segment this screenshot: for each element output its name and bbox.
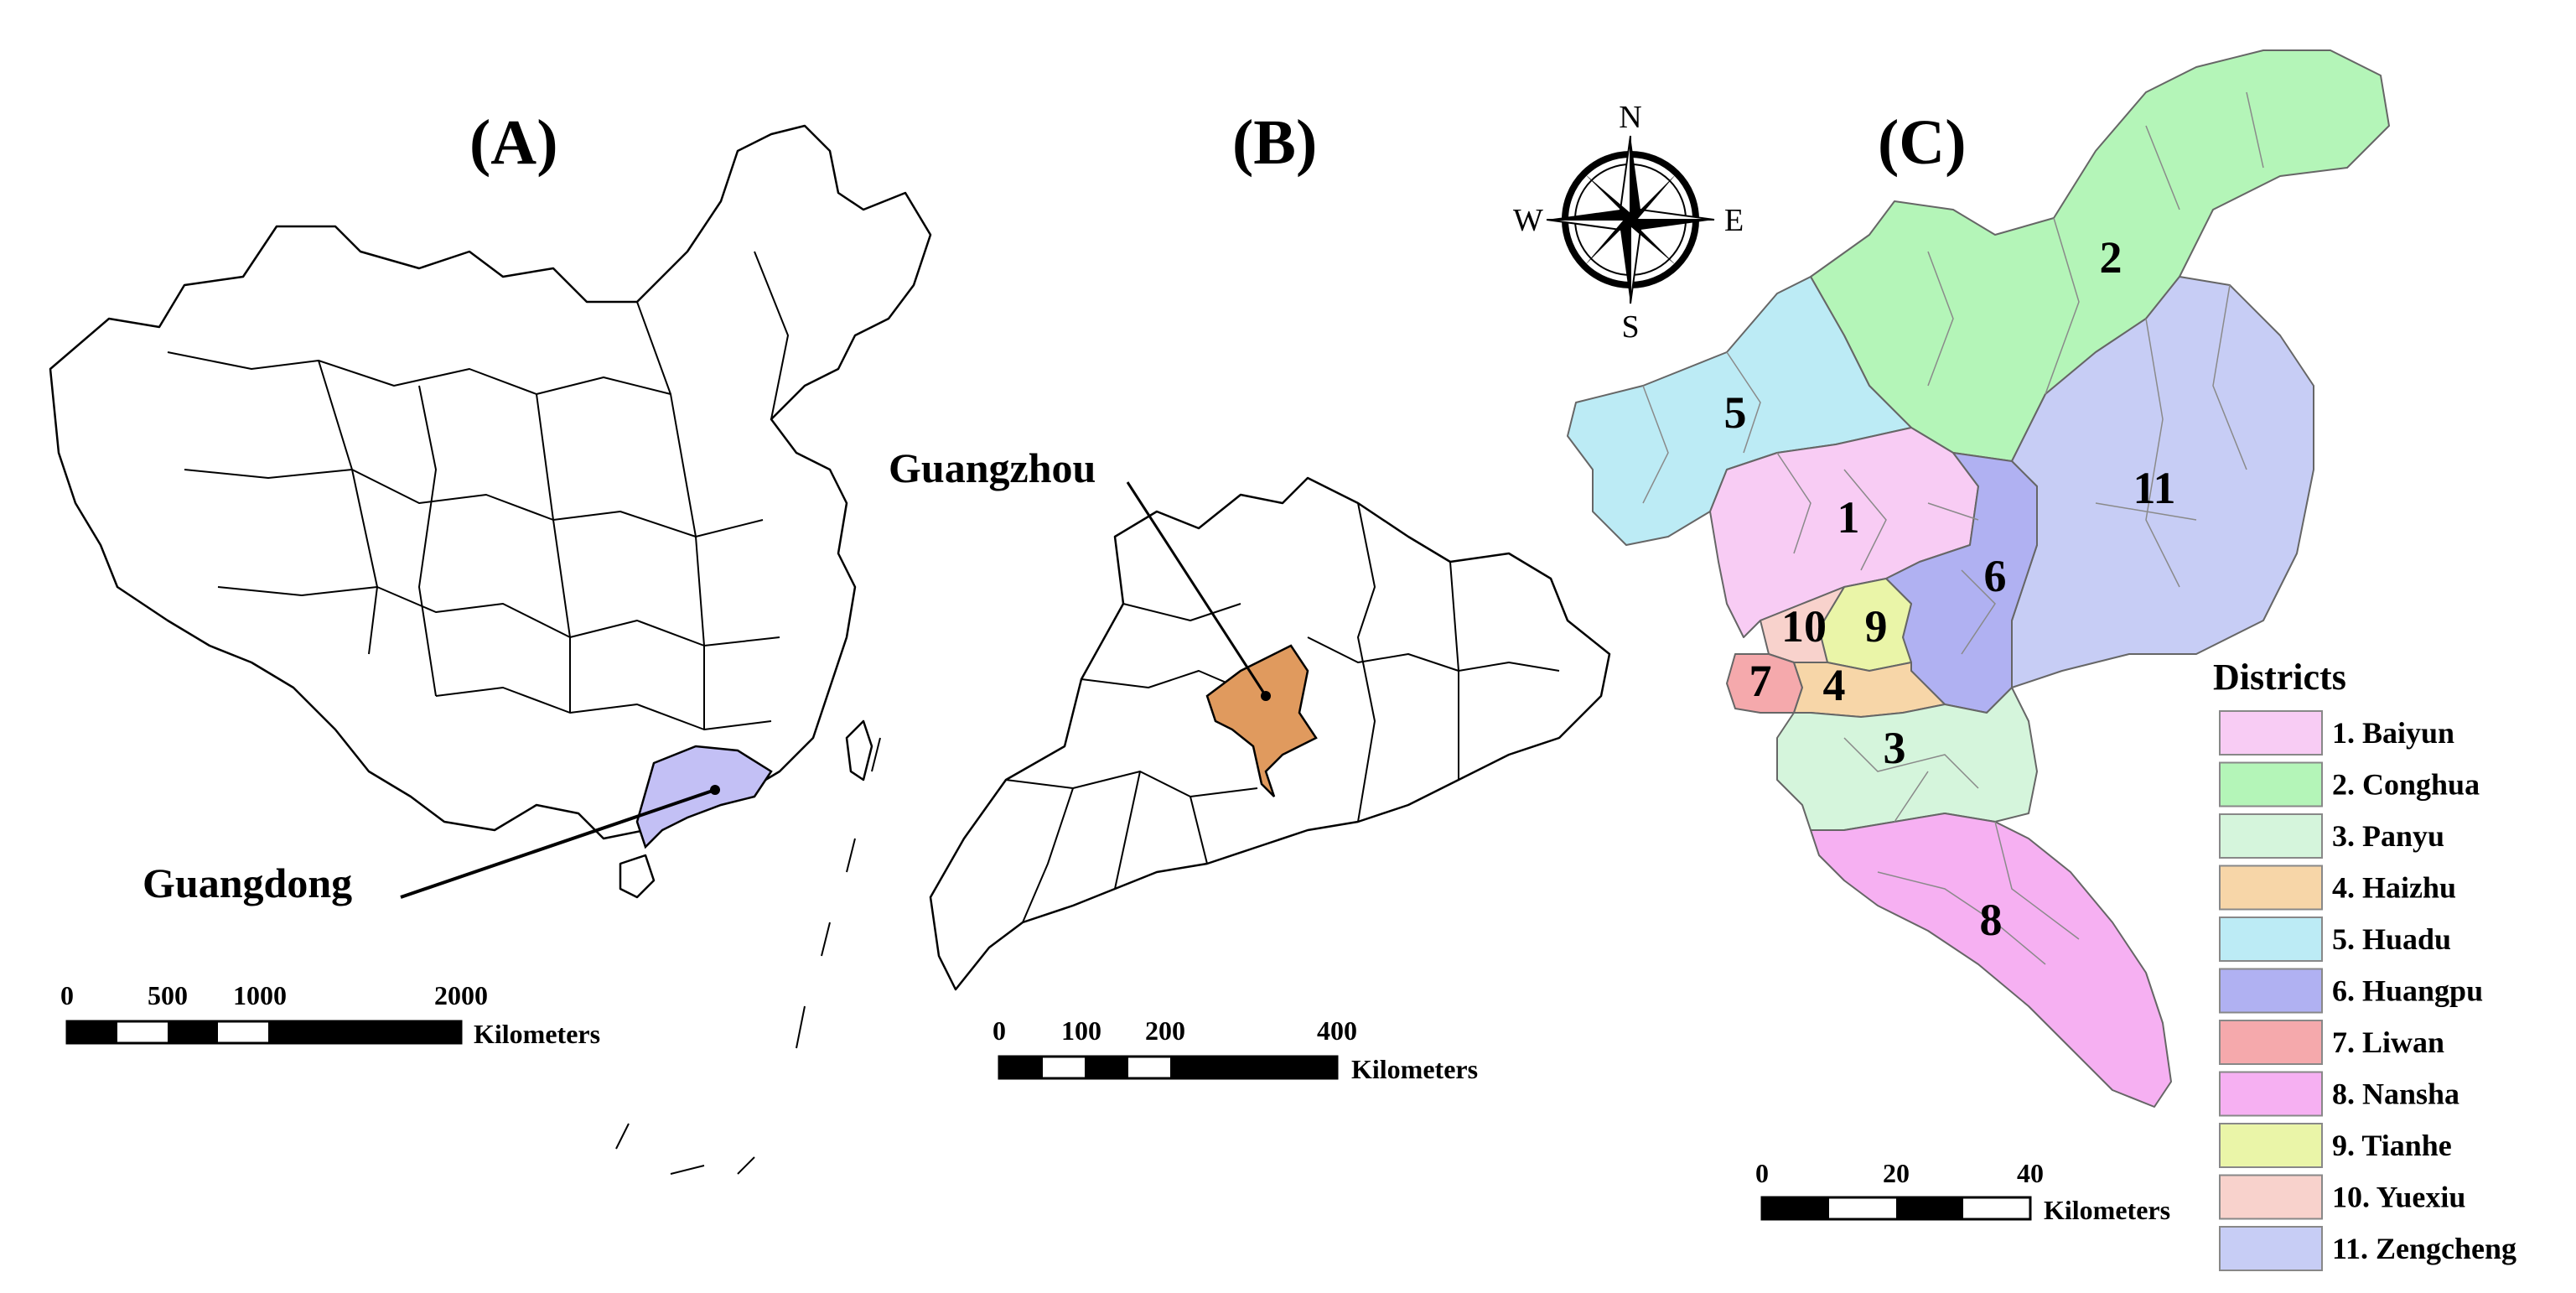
- scale-c-tick-2: 40: [2017, 1158, 2044, 1188]
- scale-a-tick-3: 2000: [434, 980, 488, 1010]
- legend-swatch-11: [2219, 1226, 2323, 1271]
- districts-legend: Districts 1. Baiyun 2. Conghua 3. Panyu 4. …: [2213, 657, 2516, 1271]
- scale-bar-a: 0 500 1000 2000 Kilometers: [60, 980, 600, 1049]
- guangdong-callout: Guangdong: [143, 859, 352, 906]
- guangzhou-callout: Guangzhou: [889, 444, 1096, 491]
- district-number-2: 2: [2100, 232, 2122, 283]
- legend-label-5: 5. Huadu: [2332, 922, 2451, 956]
- legend-label-3: 3. Panyu: [2332, 819, 2444, 853]
- legend-swatch-6: [2219, 968, 2323, 1014]
- panel-b-label: (B): [1232, 107, 1317, 178]
- scale-a-tick-1: 500: [148, 980, 188, 1010]
- panel-a-china-map: (A) Guangdong 0 500 1000 2000: [49, 107, 932, 1175]
- scale-b-tick-0: 0: [993, 1015, 1006, 1046]
- scale-b-tick-2: 200: [1145, 1015, 1185, 1046]
- compass-s: S: [1621, 309, 1639, 345]
- guangdong-highlight: [635, 745, 773, 849]
- legend-label-6: 6. Huangpu: [2332, 974, 2483, 1008]
- district-number-8: 8: [1980, 895, 2003, 945]
- legend-swatch-7: [2219, 1020, 2323, 1065]
- legend-label-2: 2. Conghua: [2332, 768, 2480, 802]
- guangzhou-highlight: [1205, 644, 1318, 797]
- compass-n: N: [1619, 100, 1641, 135]
- district-number-11: 11: [2133, 463, 2175, 513]
- scale-c-tick-0: 0: [1755, 1158, 1769, 1188]
- legend-label-9: 9. Tianhe: [2332, 1129, 2452, 1162]
- scale-a-unit: Kilometers: [474, 1019, 600, 1049]
- compass-e: E: [1724, 203, 1744, 238]
- compass-rose: N S E W: [1513, 100, 1744, 345]
- district-number-9: 9: [1865, 601, 1888, 652]
- scale-c-unit: Kilometers: [2044, 1195, 2170, 1225]
- panel-c-guangzhou-districts: (C) 1 2 3 4 5 6: [1567, 49, 2390, 1225]
- legend-label-1: 1. Baiyun: [2332, 716, 2454, 750]
- legend-label-4: 4. Haizhu: [2332, 871, 2456, 905]
- district-number-5: 5: [1724, 387, 1747, 438]
- legend-label-11: 11. Zengcheng: [2332, 1232, 2516, 1265]
- legend-swatch-10: [2219, 1174, 2323, 1220]
- legend-label-8: 8. Nansha: [2332, 1078, 2459, 1111]
- district-panyu: [1776, 687, 2038, 831]
- district-number-3: 3: [1884, 723, 1906, 773]
- legend-label-7: 7. Liwan: [2332, 1026, 2444, 1059]
- legend-title: Districts: [2213, 657, 2346, 698]
- scale-b-tick-1: 100: [1061, 1015, 1101, 1046]
- district-number-4: 4: [1823, 660, 1846, 710]
- china-outline: [49, 124, 932, 840]
- panel-c-label: (C): [1878, 107, 1967, 178]
- legend-swatch-3: [2219, 813, 2323, 859]
- hainan-island: [619, 854, 656, 899]
- scale-b-unit: Kilometers: [1351, 1054, 1478, 1084]
- compass-w: W: [1513, 203, 1543, 238]
- legend-swatch-1: [2219, 710, 2323, 756]
- scale-a-tick-0: 0: [60, 980, 74, 1010]
- district-number-7: 7: [1749, 656, 1772, 706]
- scale-bar-c: 0 20 40 Kilometers: [1755, 1158, 2170, 1225]
- taiwan-island: [845, 719, 873, 782]
- scale-a-tick-2: 1000: [233, 980, 287, 1010]
- scale-bar-b: 0 100 200 400 Kilometers: [993, 1015, 1478, 1084]
- legend-swatch-2: [2219, 761, 2323, 807]
- district-number-6: 6: [1984, 551, 2007, 601]
- district-nansha: [1810, 813, 2172, 1108]
- scale-c-tick-1: 20: [1883, 1158, 1910, 1188]
- legend-swatch-9: [2219, 1123, 2323, 1168]
- district-number-1: 1: [1837, 492, 1860, 543]
- district-number-10: 10: [1781, 601, 1827, 652]
- legend-label-10: 10. Yuexiu: [2332, 1181, 2465, 1214]
- scale-b-tick-3: 400: [1317, 1015, 1357, 1046]
- legend-swatch-4: [2219, 865, 2323, 911]
- panel-b-guangdong-map: (B) Guangzhou 0 100 200 400 Kilometers: [889, 107, 1611, 1084]
- panel-a-label: (A): [469, 107, 558, 178]
- legend-swatch-8: [2219, 1071, 2323, 1117]
- legend-swatch-5: [2219, 917, 2323, 962]
